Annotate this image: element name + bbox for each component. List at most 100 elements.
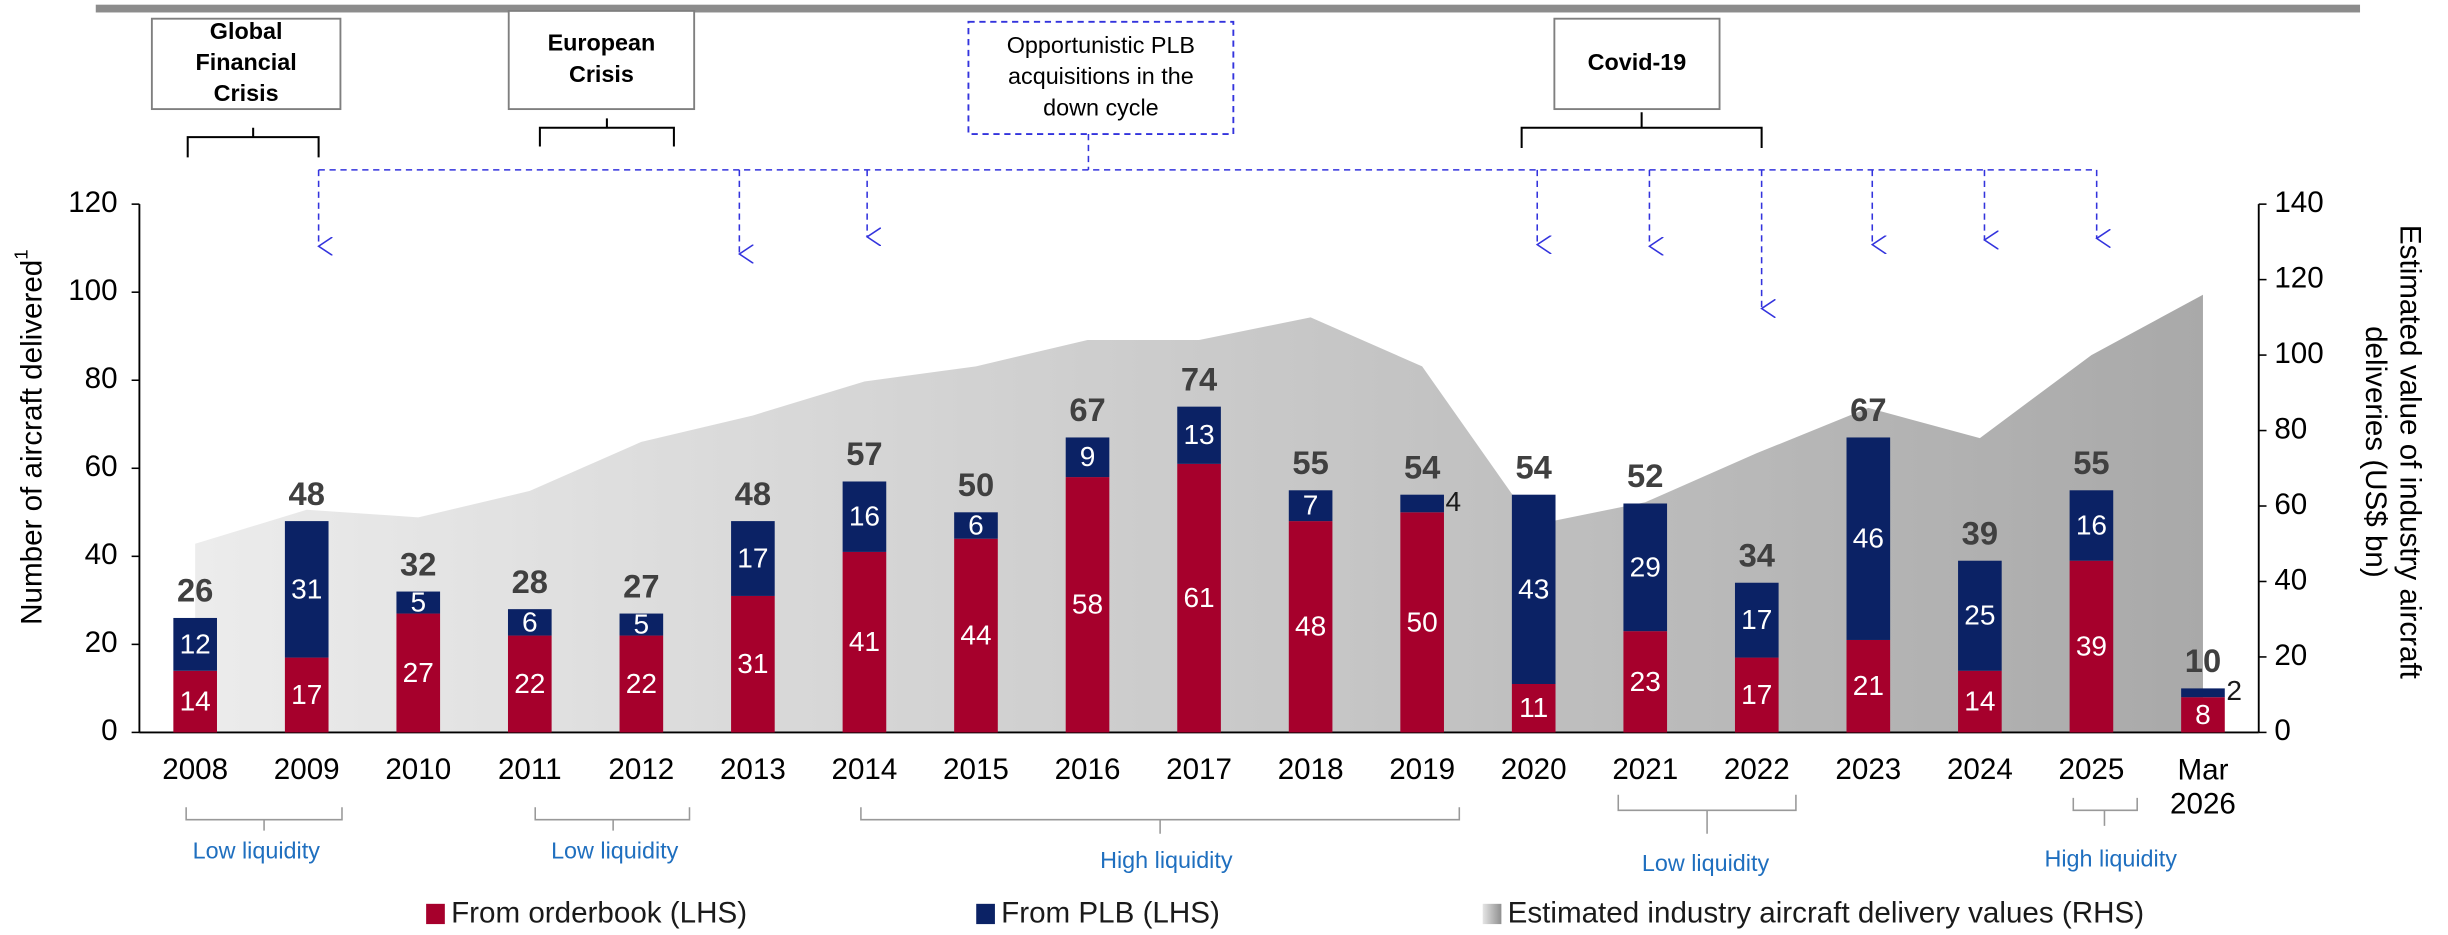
bar-value-label: 16 bbox=[2076, 509, 2107, 540]
bar-value-label: 25 bbox=[1964, 600, 1995, 631]
event-label: Crisis bbox=[214, 80, 279, 106]
bar-value-label: 2 bbox=[2226, 675, 2242, 706]
bar-segment bbox=[284, 657, 329, 733]
event-label: European bbox=[548, 30, 656, 56]
bar-segment bbox=[1288, 521, 1333, 733]
x-tick-label: 2019 bbox=[1389, 753, 1455, 786]
bar-value-label: 48 bbox=[1295, 611, 1326, 642]
bar-segment bbox=[173, 617, 217, 671]
event-label: acquisitions in the bbox=[1008, 63, 1194, 89]
bar-value-label: 31 bbox=[291, 573, 322, 604]
x-tick-label: 2018 bbox=[1278, 753, 1344, 786]
legend-label: From PLB (LHS) bbox=[1001, 897, 1220, 930]
bar-segment bbox=[1623, 631, 1668, 733]
bar-segment bbox=[2069, 560, 2114, 733]
bar-value-label: 12 bbox=[180, 628, 211, 659]
event-box bbox=[967, 20, 1235, 135]
bar-segment bbox=[507, 635, 552, 733]
x-tick-label: 2022 bbox=[1724, 753, 1790, 786]
y2-tick-label: 20 bbox=[2274, 639, 2307, 672]
bar-segment bbox=[1846, 639, 1891, 733]
x-tick-label: 2017 bbox=[1166, 753, 1232, 786]
bar-value-label: 46 bbox=[1853, 523, 1884, 554]
y-tick-label: 0 bbox=[101, 714, 117, 747]
x-tick-label: 2015 bbox=[943, 753, 1009, 786]
bar-segment bbox=[1958, 560, 2002, 671]
x-tick-label: 2020 bbox=[1501, 753, 1567, 786]
event-label: Crisis bbox=[569, 61, 634, 87]
bar-segment bbox=[1734, 657, 1779, 733]
bar-segment bbox=[396, 613, 441, 733]
bar-total-label: 55 bbox=[1292, 444, 1328, 481]
bar-total-label: 26 bbox=[177, 572, 213, 609]
bar-total-label: 54 bbox=[1515, 448, 1552, 485]
bar-segment bbox=[1511, 494, 1556, 684]
y-axis-label-text: Number of aircraft delivered bbox=[15, 260, 48, 625]
bar-total-label: 54 bbox=[1404, 448, 1441, 485]
bar-value-label: 31 bbox=[737, 648, 768, 679]
bar-segment bbox=[1734, 582, 1779, 658]
bar-value-label: 61 bbox=[1183, 582, 1214, 613]
bar-segment bbox=[1846, 437, 1891, 640]
bar-segment bbox=[173, 670, 217, 733]
y-axis-label: Number of aircraft delivered1 bbox=[10, 249, 48, 625]
legend-swatch bbox=[976, 903, 995, 925]
bar-value-label: 14 bbox=[1964, 686, 1995, 717]
bar-segment bbox=[1400, 494, 1444, 513]
liquidity-label: High liquidity bbox=[2044, 845, 2177, 871]
bar-segment bbox=[842, 551, 887, 733]
x-tick-label: 2021 bbox=[1612, 753, 1678, 786]
bar-value-label: 13 bbox=[1183, 419, 1214, 450]
event-box bbox=[1553, 17, 1721, 111]
bar-total-label: 32 bbox=[400, 545, 436, 582]
bar-value-label: 27 bbox=[403, 657, 434, 688]
y-tick-label: 80 bbox=[85, 362, 118, 395]
bar-value-label: 17 bbox=[1741, 604, 1772, 635]
x-tick-label: 2009 bbox=[274, 753, 340, 786]
bar-segment bbox=[1623, 503, 1668, 632]
bar-total-label: 67 bbox=[1850, 391, 1886, 428]
bar-total-label: 57 bbox=[846, 435, 882, 472]
event-label: Opportunistic PLB bbox=[1007, 32, 1195, 58]
bar-value-label: 6 bbox=[522, 606, 538, 637]
bar-value-label: 17 bbox=[1741, 679, 1772, 710]
bar-value-label: 23 bbox=[1630, 666, 1661, 697]
bar-value-label: 43 bbox=[1518, 573, 1549, 604]
bar-segment bbox=[2181, 688, 2225, 698]
legend-swatch bbox=[426, 903, 445, 925]
event-box bbox=[150, 17, 342, 111]
y-tick-label: 20 bbox=[85, 626, 118, 659]
x-tick-label: 2023 bbox=[1835, 753, 1901, 786]
y-tick-label: 40 bbox=[85, 538, 118, 571]
x-tick-label: 2024 bbox=[1947, 753, 2013, 786]
bar-segment bbox=[1511, 683, 1556, 733]
y2-tick-label: 0 bbox=[2274, 714, 2290, 747]
bar-total-label: 52 bbox=[1627, 457, 1663, 494]
bar-segment bbox=[731, 521, 775, 596]
y-tick-label: 100 bbox=[68, 274, 117, 307]
x-tick-label: 2025 bbox=[2058, 753, 2124, 786]
y2-tick-label: 80 bbox=[2274, 412, 2307, 445]
bar-segment bbox=[1177, 406, 1221, 464]
liquidity-label: Low liquidity bbox=[551, 838, 679, 864]
bar-value-label: 22 bbox=[626, 668, 657, 699]
y-tick-label: 60 bbox=[85, 450, 118, 483]
bar-total-label: 74 bbox=[1181, 360, 1218, 397]
bar-value-label: 9 bbox=[1080, 441, 1096, 472]
x-tick-label-line: 2026 bbox=[2170, 787, 2236, 820]
event-label: Global bbox=[210, 18, 283, 44]
bar-value-label: 14 bbox=[180, 686, 211, 717]
event-box bbox=[507, 9, 696, 111]
bar-segment bbox=[284, 521, 329, 658]
bar-segment bbox=[1400, 512, 1444, 733]
bar-segment bbox=[507, 609, 552, 636]
x-tick-label: 2013 bbox=[720, 753, 786, 786]
x-tick-label: 2012 bbox=[608, 753, 674, 786]
bar-total-label: 48 bbox=[735, 475, 771, 512]
bar-value-label: 39 bbox=[2076, 631, 2107, 662]
bar-segment bbox=[731, 595, 775, 733]
y2-tick-label: 40 bbox=[2274, 563, 2307, 596]
bar-segment bbox=[619, 613, 664, 636]
bar-value-label: 29 bbox=[1630, 551, 1661, 582]
